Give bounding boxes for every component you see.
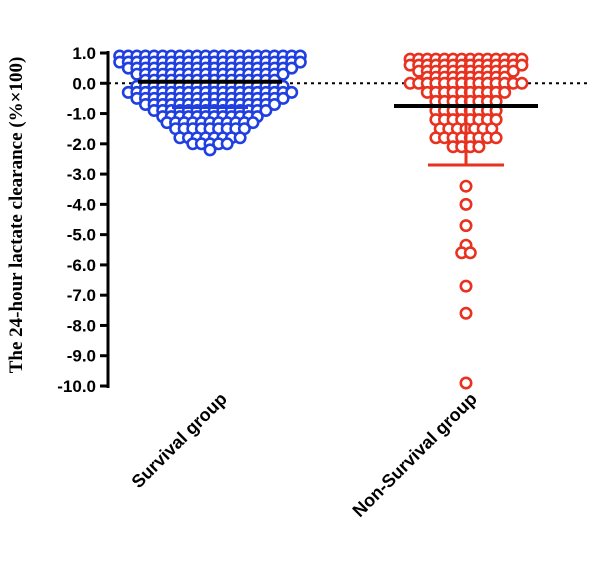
data-point	[459, 219, 473, 233]
y-tick-label: -4.0	[67, 195, 96, 214]
y-tick-label: -9.0	[67, 347, 96, 366]
y-axis-title: The 24-hour lactate clearance (%×100)	[6, 57, 27, 374]
data-point	[246, 116, 260, 130]
data-point	[459, 279, 473, 293]
data-point	[459, 376, 473, 390]
data-point	[498, 85, 512, 99]
category-label: Non-Survival group	[349, 389, 481, 521]
data-point	[285, 85, 299, 99]
data-point	[276, 91, 290, 105]
y-tick-label: -6.0	[67, 256, 96, 275]
y-tick-label: -7.0	[67, 286, 96, 305]
data-point	[506, 64, 520, 78]
category-labels-layer: Survival group Non-Survival group	[128, 389, 481, 521]
y-tick-label: -8.0	[67, 316, 96, 335]
data-point	[459, 306, 473, 320]
mean-sd-layer	[138, 54, 538, 167]
data-point	[459, 179, 473, 193]
data-point	[459, 197, 473, 211]
y-tick-label: -3.0	[67, 165, 96, 184]
data-point	[233, 131, 247, 145]
y-tick-label: -10.0	[57, 377, 96, 396]
y-tick-label: -1.0	[67, 105, 96, 124]
y-tick-label: 1.0	[72, 44, 96, 63]
data-point	[515, 58, 529, 72]
data-point	[489, 131, 503, 145]
data-point	[220, 137, 234, 151]
data-point	[293, 55, 307, 69]
y-tick-label: 0.0	[72, 74, 96, 93]
category-label: Survival group	[128, 389, 231, 492]
data-point	[515, 76, 529, 90]
data-point	[276, 67, 290, 81]
data-point	[472, 140, 486, 154]
data-point	[267, 98, 281, 112]
axes: 1.0 0.0 -1.0 -2.0 -3.0 -4.0 -5.0 -6.0 -7.0 -8.0 -9…	[57, 44, 110, 396]
y-tick-label: -5.0	[67, 226, 96, 245]
y-tick-label: -2.0	[67, 135, 96, 154]
data-point	[259, 104, 273, 118]
data-point	[203, 143, 217, 157]
data-point	[463, 246, 477, 260]
data-point	[285, 61, 299, 75]
